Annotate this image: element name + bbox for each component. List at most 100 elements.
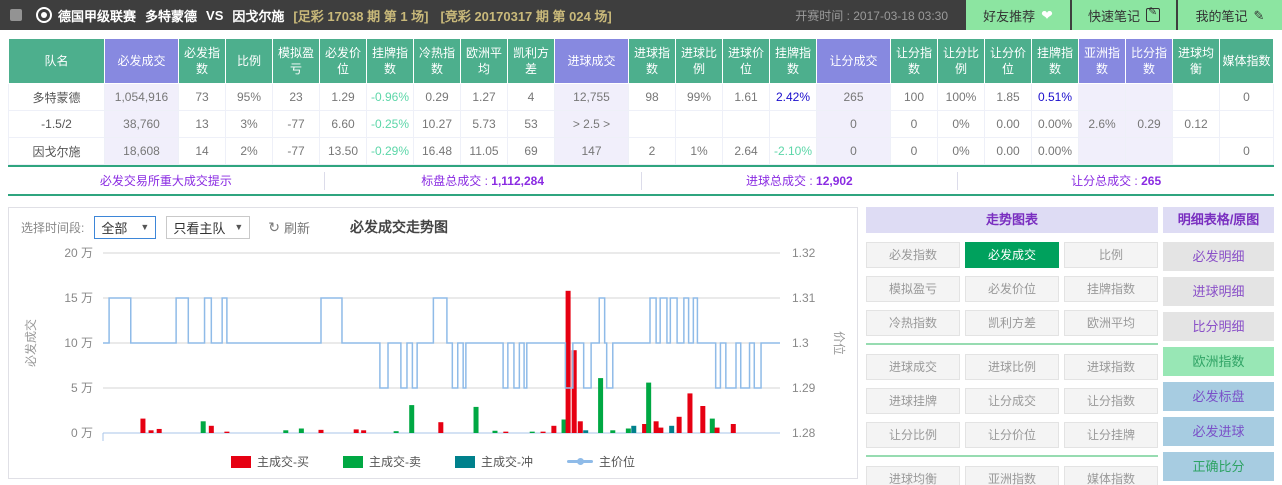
quick-note-button[interactable]: 快速笔记 (1072, 0, 1176, 30)
group-separator (866, 455, 1158, 457)
volume-bar (631, 425, 637, 433)
trend-chart-tab[interactable]: 挂牌指数 (1064, 276, 1158, 302)
table-cell: 99% (675, 83, 723, 111)
trend-chart-tab[interactable]: 冷热指数 (866, 310, 960, 336)
table-cell: 0.00% (1031, 137, 1079, 165)
trend-chart-tab[interactable]: 让分挂牌 (1064, 422, 1158, 448)
table-cell: 0 (816, 137, 891, 165)
volume-bar (224, 431, 230, 433)
vs-label: VS (206, 7, 224, 23)
detail-button[interactable]: 必发明细 (1163, 242, 1274, 271)
trend-panel-title: 走势图表 (866, 207, 1158, 233)
volume-bar (148, 430, 154, 433)
pencil-icon: ✎ (1253, 7, 1265, 23)
detail-button[interactable]: 必发标盘 (1163, 382, 1274, 411)
volume-bar (438, 422, 444, 433)
table-cell: 13 (178, 110, 226, 138)
trend-chart-tab[interactable]: 进球均衡 (866, 466, 960, 485)
summary-cell: 标盘总成交 : 1,112,284 (323, 171, 641, 190)
trend-chart-tab[interactable]: 让分成交 (965, 388, 1059, 414)
trend-chart-tab[interactable]: 必发指数 (866, 242, 960, 268)
refresh-button[interactable]: ↻ 刷新 (268, 218, 311, 236)
summary-cell: 进球总成交 : 12,902 (640, 171, 958, 190)
table-cell: 2 (628, 137, 676, 165)
target-icon (36, 7, 52, 23)
trend-chart-tab[interactable]: 进球挂牌 (866, 388, 960, 414)
legend-swatch (230, 455, 251, 468)
column-header: 让分成交 (816, 38, 891, 84)
detail-button[interactable]: 进球明细 (1163, 277, 1274, 306)
table-cell: 147 (554, 137, 629, 165)
detail-panel-title: 明细表格/原图 (1163, 207, 1274, 233)
legend-item[interactable]: 主成交-冲 (454, 453, 533, 470)
home-team-name: 多特蒙德 (145, 8, 198, 24)
volume-bar (473, 406, 479, 433)
trend-chart-tab[interactable]: 必发成交 (965, 242, 1059, 268)
my-note-button[interactable]: 我的笔记 ✎ (1178, 0, 1282, 30)
trend-chart-tab[interactable]: 进球成交 (866, 354, 960, 380)
table-cell: 18,608 (104, 137, 179, 165)
table-cell: -1.5/2 (8, 110, 105, 138)
zucai-issue-label: [足彩 17038 期 第 1 场] (293, 8, 429, 24)
legend-item[interactable]: 主价位 (566, 453, 635, 470)
table-cell (1219, 110, 1274, 138)
svg-text:1.32: 1.32 (792, 246, 816, 260)
detail-buttons: 必发明细进球明细比分明细欧洲指数必发标盘必发进球正确比分 (1163, 242, 1274, 481)
kickoff-time: 开赛时间 : 2017-03-18 03:30 (795, 8, 948, 23)
detail-button[interactable]: 比分明细 (1163, 312, 1274, 341)
table-cell: 100% (937, 83, 985, 111)
table-cell (1125, 137, 1173, 165)
trend-tabs-panel: 走势图表 必发指数 必发成交 比例 模拟盈亏 必发价位 挂牌指数 冷热指数 凯利方差 欧洲平均进… (866, 207, 1158, 485)
trend-chart-tab[interactable]: 凯利方差 (965, 310, 1059, 336)
table-cell: 12,755 (554, 83, 629, 111)
table-cell: 1.27 (460, 83, 508, 111)
trend-chart-tab[interactable]: 必发价位 (965, 276, 1059, 302)
match-checkbox[interactable] (10, 9, 22, 21)
trend-chart-tab[interactable]: 让分指数 (1064, 388, 1158, 414)
team-filter-select[interactable]: 只看主队 ▼ (166, 215, 251, 239)
volume-bar (393, 431, 399, 433)
trend-chart-tab[interactable]: 比例 (1064, 242, 1158, 268)
table-cell: 0.29 (413, 83, 461, 111)
topbar: 德国甲级联赛 多特蒙德 VS 因戈尔施 [足彩 17038 期 第 1 场] [… (0, 0, 1282, 30)
column-header: 挂牌指数 (769, 38, 817, 84)
league-name: 德国甲级联赛 (58, 8, 137, 24)
trend-chart-tab[interactable]: 欧洲平均 (1064, 310, 1158, 336)
table-cell: 0.12 (1172, 110, 1220, 138)
detail-panel: 明细表格/原图 必发明细进球明细比分明细欧洲指数必发标盘必发进球正确比分 (1163, 207, 1274, 481)
legend-item[interactable]: 主成交-卖 (342, 453, 421, 470)
legend-item[interactable]: 主成交-买 (230, 453, 309, 470)
time-range-select[interactable]: 全部 ▼ (94, 215, 157, 239)
trend-chart-panel: 选择时间段: 全部 ▼ 只看主队 ▼ ↻ 刷新 必发成交走势图 20 万 15 万 10 … (8, 207, 858, 479)
trend-chart-tab[interactable]: 亚洲指数 (965, 466, 1059, 485)
detail-button[interactable]: 欧洲指数 (1163, 347, 1274, 376)
table-cell: 265 (816, 83, 891, 111)
friend-recommend-button[interactable]: 好友推荐 ❤ (966, 0, 1070, 30)
table-cell: 100 (890, 83, 938, 111)
table-cell: 53 (507, 110, 555, 138)
trend-chart-tab[interactable]: 让分价位 (965, 422, 1059, 448)
detail-button[interactable]: 正确比分 (1163, 452, 1274, 481)
table-cell: 0% (937, 110, 985, 138)
trend-chart-tab[interactable]: 媒体指数 (1064, 466, 1158, 485)
volume-bar (540, 431, 546, 433)
trend-chart-tab[interactable]: 模拟盈亏 (866, 276, 960, 302)
table-cell: -0.29% (366, 137, 414, 165)
table-cell (1125, 83, 1173, 111)
trend-chart-tab[interactable]: 进球比例 (965, 354, 1059, 380)
column-header: 模拟盈亏 (272, 38, 320, 84)
table-cell (1172, 137, 1220, 165)
table-row: 多特蒙德 1,054,916 73 95% 23 1.29 -0.96% 0.29 1.27 4 1… (8, 83, 1274, 111)
summary-row: 必发交易所重大成交提示 标盘总成交 : 1,112,284 进球总成交 : 12,9… (8, 165, 1274, 196)
table-cell: 1,054,916 (104, 83, 179, 111)
table-cell: 10.27 (413, 110, 461, 138)
detail-button[interactable]: 必发进球 (1163, 417, 1274, 446)
column-header: 进球均衡 (1172, 38, 1220, 84)
trend-chart-tab[interactable]: 进球指数 (1064, 354, 1158, 380)
svg-text:1.31: 1.31 (792, 291, 816, 305)
trend-chart-tab[interactable]: 让分比例 (866, 422, 960, 448)
column-header: 凯利方差 (507, 38, 555, 84)
volume-bar (208, 425, 214, 433)
chart-controls: 选择时间段: 全部 ▼ 只看主队 ▼ ↻ 刷新 必发成交走势图 (21, 213, 857, 241)
